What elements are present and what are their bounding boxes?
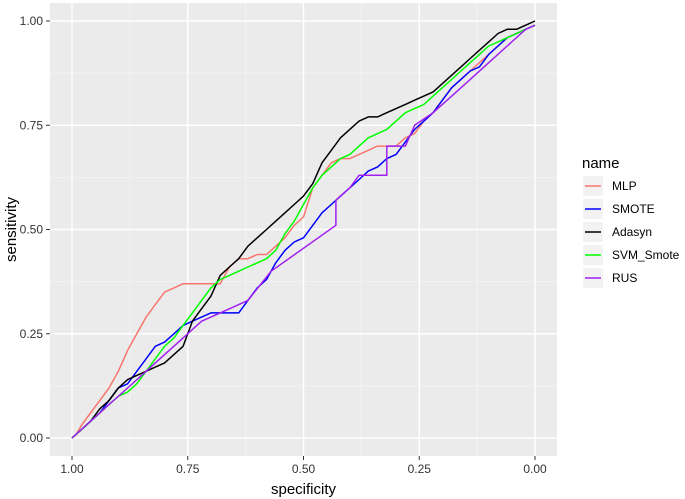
x-axis-title: specificity (271, 481, 337, 498)
y-axis: 0.00 0.25 0.50 0.75 1.00 (20, 14, 50, 445)
grid-major (50, 3, 557, 456)
legend-label: MLP (612, 179, 637, 193)
y-axis-title: sensitivity (3, 196, 20, 262)
x-tick-label: 0.50 (292, 462, 316, 476)
y-tick-label: 0.75 (20, 118, 44, 132)
series-line-adasyn (71, 20, 536, 439)
y-tick-label: 0.50 (20, 223, 44, 237)
x-tick-label: 0.25 (408, 462, 432, 476)
x-axis: 1.00 0.75 0.50 0.25 0.00 (60, 456, 547, 476)
y-tick-label: 0.00 (20, 431, 44, 445)
legend: name MLP SMOTE Adasyn SVM_Smote RUS (582, 155, 680, 288)
legend-label: SVM_Smote (612, 248, 680, 262)
legend-label: SMOTE (612, 202, 655, 216)
legend-label: RUS (612, 271, 637, 285)
series-layer (71, 20, 536, 439)
y-tick-label: 0.25 (20, 327, 44, 341)
series-line-smote (71, 24, 536, 439)
x-tick-label: 0.00 (523, 462, 547, 476)
series-line-svm-smote (71, 24, 536, 439)
x-tick-label: 0.75 (176, 462, 200, 476)
legend-label: Adasyn (612, 225, 652, 239)
x-tick-label: 1.00 (60, 462, 84, 476)
legend-title: name (582, 155, 620, 172)
y-tick-label: 1.00 (20, 14, 44, 28)
series-line-rus (71, 24, 536, 439)
